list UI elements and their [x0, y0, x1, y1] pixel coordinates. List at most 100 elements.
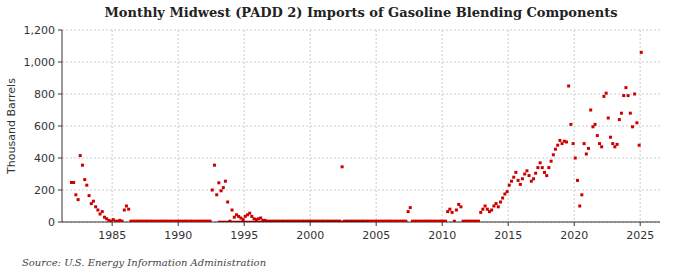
x-tick-label: 2005: [362, 229, 390, 242]
point: [523, 173, 526, 176]
point: [539, 161, 542, 164]
grid-line-x: [310, 30, 311, 222]
point: [477, 220, 480, 222]
point: [594, 123, 597, 126]
point: [510, 180, 513, 183]
point: [224, 180, 227, 183]
grid-line-x: [640, 30, 641, 222]
grid-line-x: [574, 30, 575, 222]
grid-line-y: [62, 158, 660, 159]
point: [77, 198, 80, 201]
x-tick: [244, 222, 245, 226]
point: [550, 160, 553, 163]
point: [123, 209, 126, 212]
y-tick: [58, 126, 62, 127]
point: [585, 153, 588, 156]
point: [583, 142, 586, 145]
point: [512, 176, 515, 179]
point: [565, 141, 568, 144]
point: [569, 123, 572, 126]
point: [121, 220, 124, 222]
grid: [62, 30, 660, 222]
x-tick-label: 2000: [296, 229, 324, 242]
point: [481, 208, 484, 211]
point: [600, 145, 603, 148]
point: [484, 205, 487, 208]
y-tick-label: 600: [34, 120, 55, 133]
point: [596, 134, 599, 137]
point: [607, 117, 610, 120]
point: [514, 171, 517, 174]
y-tick: [58, 222, 62, 223]
point: [74, 193, 77, 196]
point: [631, 125, 634, 128]
point: [635, 121, 638, 124]
x-tick: [574, 222, 575, 226]
point: [556, 144, 559, 147]
x-tick-label: 1990: [164, 229, 192, 242]
point: [248, 212, 251, 215]
x-tick: [310, 222, 311, 226]
x-tick: [640, 222, 641, 226]
y-tick-label: 1,200: [24, 24, 56, 37]
y-tick-label: 1,000: [24, 56, 56, 69]
y-tick: [58, 158, 62, 159]
point: [543, 171, 546, 174]
x-tick: [508, 222, 509, 226]
point: [455, 209, 458, 212]
point: [88, 194, 91, 197]
point: [209, 220, 212, 222]
grid-line-y: [62, 190, 660, 191]
point: [638, 144, 641, 147]
point: [448, 208, 451, 211]
point: [506, 190, 509, 193]
x-tick-label: 1985: [98, 229, 126, 242]
y-tick: [58, 190, 62, 191]
point: [578, 205, 581, 208]
point: [213, 164, 216, 167]
grid-line-x: [376, 30, 377, 222]
point: [242, 218, 245, 221]
x-tick-label: 2020: [560, 229, 588, 242]
point: [611, 142, 614, 145]
y-tick-label: 200: [34, 184, 55, 197]
point: [404, 220, 407, 222]
marks: [70, 51, 643, 222]
y-tick-label: 0: [48, 216, 55, 229]
point: [528, 174, 531, 177]
point: [81, 164, 84, 167]
point: [451, 211, 454, 214]
point: [640, 51, 643, 54]
point: [453, 220, 456, 222]
point: [101, 210, 104, 213]
point: [508, 184, 511, 187]
point: [609, 136, 612, 139]
point: [497, 205, 500, 208]
y-tick: [58, 30, 62, 31]
grid-line-x: [244, 30, 245, 222]
point: [72, 181, 75, 184]
point: [541, 166, 544, 169]
point: [211, 189, 214, 192]
point: [83, 178, 86, 181]
point: [517, 179, 520, 182]
x-tick: [178, 222, 179, 226]
point: [217, 181, 220, 184]
point: [589, 109, 592, 112]
point: [616, 143, 619, 146]
point: [547, 166, 550, 169]
point: [580, 193, 583, 196]
point: [567, 85, 570, 88]
point: [215, 193, 218, 196]
point: [605, 92, 608, 95]
point: [495, 202, 498, 205]
point: [231, 209, 234, 212]
point: [554, 148, 557, 151]
point: [85, 184, 88, 187]
source-note: Source: U.S. Energy Information Administ…: [22, 257, 266, 268]
point: [622, 94, 625, 97]
point: [618, 118, 621, 121]
point: [532, 177, 535, 180]
grid-line-y: [62, 94, 660, 95]
point: [444, 220, 447, 222]
